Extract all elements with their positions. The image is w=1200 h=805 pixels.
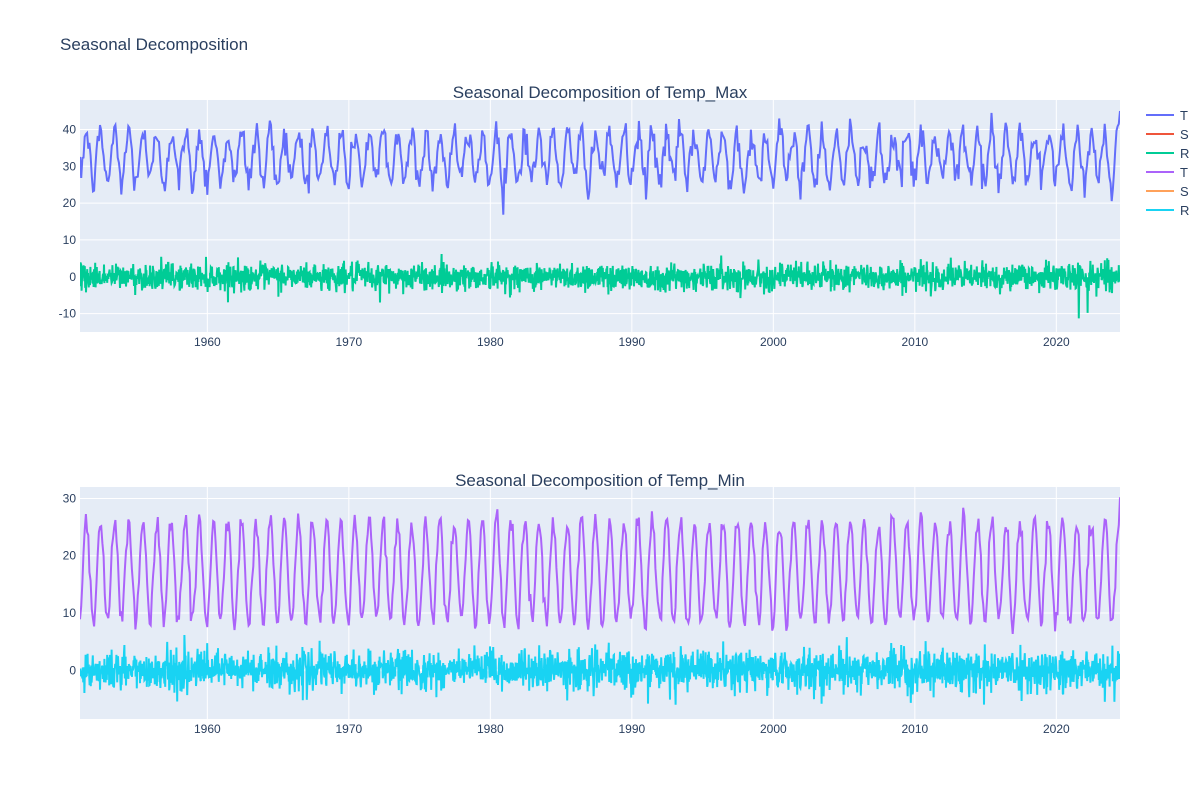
y-tick-label: 20 xyxy=(63,196,77,210)
x-tick-label: 1960 xyxy=(194,722,221,736)
x-tick-label: 1990 xyxy=(618,335,645,349)
y-tick-label: 40 xyxy=(63,122,77,136)
subplot-temp-min: 1960 1970 1980 1990 2000 2010 2020 0 10 20 30 Seas… xyxy=(63,471,1120,736)
y-tick-label: 30 xyxy=(63,159,77,173)
series-line-trend xyxy=(80,110,1120,215)
legend-label: T xyxy=(1180,165,1188,180)
series-line-residual xyxy=(80,634,1120,705)
series-line-residual xyxy=(80,253,1120,319)
series-group-temp-max xyxy=(80,110,1120,319)
legend-label: R xyxy=(1180,146,1189,161)
y-tick-label: 10 xyxy=(63,606,77,620)
legend-label: S xyxy=(1180,127,1189,142)
x-tick-label: 2020 xyxy=(1043,335,1070,349)
x-tick-label: 1960 xyxy=(194,335,221,349)
y-tick-label: 0 xyxy=(69,270,76,284)
ticks-temp-min: 1960 1970 1980 1990 2000 2010 2020 0 10 20 30 xyxy=(63,491,1070,736)
series-line-trend xyxy=(80,497,1120,634)
x-tick-label: 2000 xyxy=(760,335,787,349)
subplot-title-temp-min: Seasonal Decomposition of Temp_Min xyxy=(455,471,745,490)
x-tick-label: 2000 xyxy=(760,722,787,736)
y-tick-label: 30 xyxy=(63,491,77,505)
figure-title: Seasonal Decomposition xyxy=(60,35,248,54)
subplot-title-temp-max: Seasonal Decomposition of Temp_Max xyxy=(453,83,748,102)
ticks-temp-max: 1960 1970 1980 1990 2000 2010 2020 -10 0 10 20 30 40 xyxy=(59,122,1070,349)
x-tick-label: 2020 xyxy=(1043,722,1070,736)
x-tick-label: 1980 xyxy=(477,722,504,736)
y-tick-label: 20 xyxy=(63,549,77,563)
y-tick-label: 10 xyxy=(63,233,77,247)
x-tick-label: 1990 xyxy=(618,722,645,736)
x-tick-label: 2010 xyxy=(901,335,928,349)
series-group-temp-min xyxy=(80,497,1120,705)
plot-area-temp-max xyxy=(80,100,1120,332)
x-tick-label: 1970 xyxy=(335,335,362,349)
legend-label: R xyxy=(1180,203,1189,218)
y-tick-label: -10 xyxy=(59,307,77,321)
x-tick-label: 1980 xyxy=(477,335,504,349)
legend-label: S xyxy=(1180,184,1189,199)
x-tick-label: 1970 xyxy=(335,722,362,736)
x-tick-label: 2010 xyxy=(901,722,928,736)
subplot-temp-max: 1960 1970 1980 1990 2000 2010 2020 -10 0 10 20 30 40… xyxy=(59,83,1120,349)
legend-label: T xyxy=(1180,108,1188,123)
y-tick-label: 0 xyxy=(69,663,76,677)
